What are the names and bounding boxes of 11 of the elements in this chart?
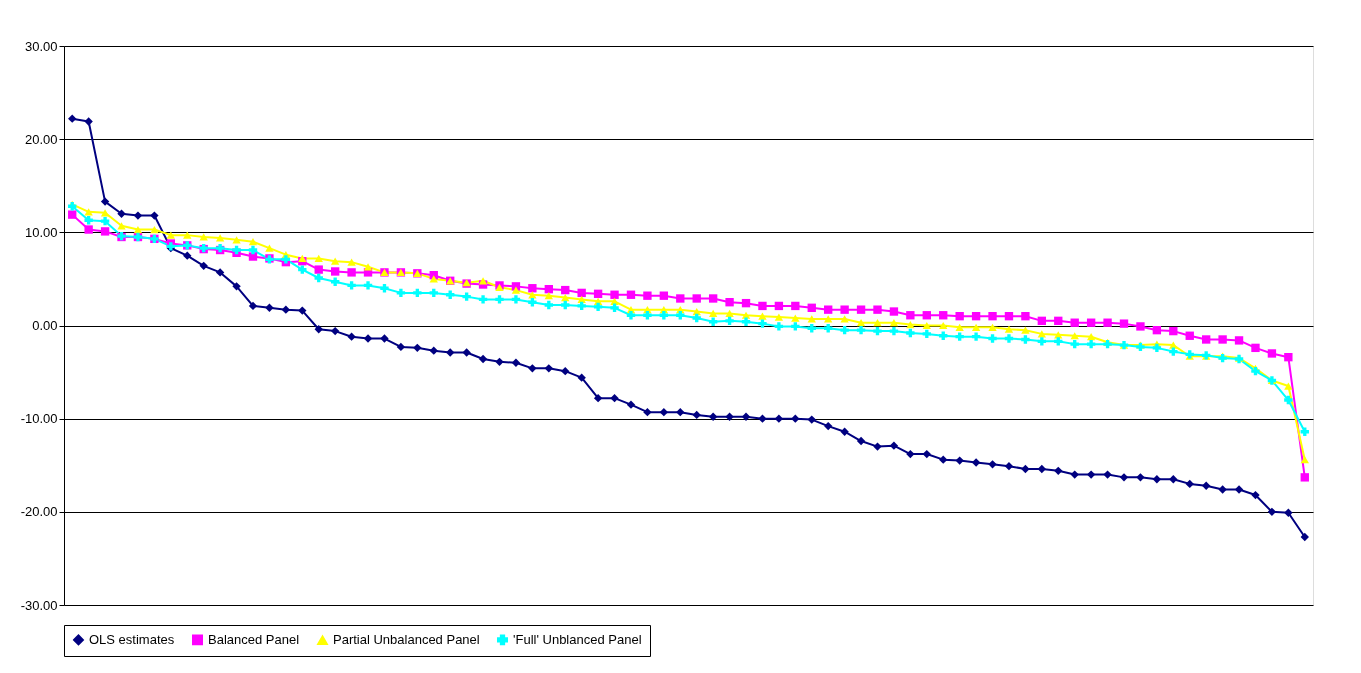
- legend-label: OLS estimates: [89, 631, 175, 647]
- legend-label: 'Full' Unblanced Panel: [513, 631, 642, 647]
- y-tick-label: 10.00: [24, 224, 58, 240]
- y-tick-label: 0.00: [32, 318, 58, 333]
- legend-label: Partial Unbalanced Panel: [333, 632, 480, 648]
- y-tick-label: -10.00: [20, 411, 58, 427]
- legend-label: Balanced Panel: [208, 631, 300, 647]
- y-tick-label: -20.00: [20, 504, 58, 520]
- y-tick-label: 30.00: [24, 38, 58, 54]
- y-tick-label: -30.00: [20, 597, 58, 613]
- y-tick-label: 20.00: [24, 131, 58, 147]
